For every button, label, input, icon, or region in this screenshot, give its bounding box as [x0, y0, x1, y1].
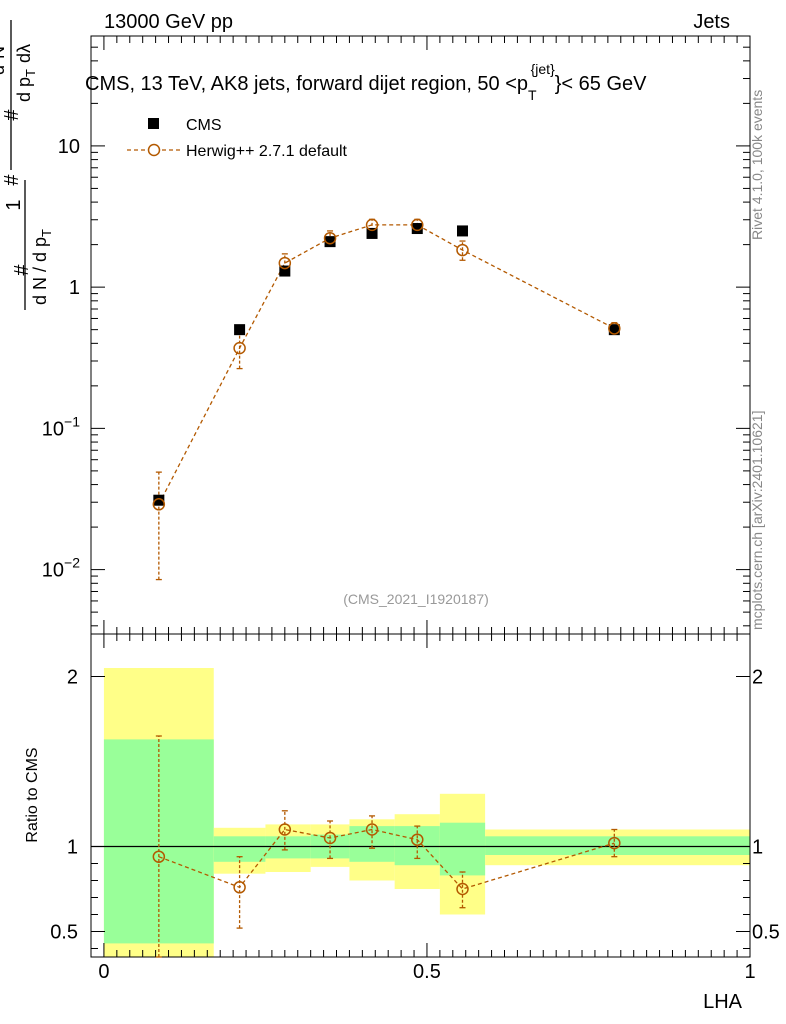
category-label: Jets	[693, 11, 730, 33]
ratio-point	[365, 823, 379, 836]
cms-point	[608, 324, 620, 336]
ratio-point	[456, 882, 469, 896]
cms-point	[153, 494, 165, 506]
ratio-y-axis-label: Ratio to CMS	[24, 747, 41, 842]
ratio-x-tick-labels: 0 0.5 1	[98, 961, 755, 983]
title-sub: T	[528, 87, 537, 103]
x-axis-label: LHA	[703, 991, 743, 1013]
title-suffix: }< 65 GeV	[555, 73, 647, 95]
ratio-y-tick-label: 2	[67, 667, 78, 689]
legend-herwig-label: Herwig++ 2.7.1 default	[186, 143, 348, 160]
ratio-band-green	[439, 822, 486, 876]
cms-point	[366, 227, 378, 239]
herwig-point	[411, 218, 424, 232]
cms-point	[456, 225, 468, 237]
x-tick-label: 1	[744, 961, 755, 983]
herwig-point	[456, 243, 469, 257]
herwig-point	[152, 498, 166, 511]
ratio-band-green	[265, 836, 311, 859]
ratio-line	[158, 828, 615, 890]
ratio-point	[323, 831, 337, 845]
main-panel: 10−2 10−1 1 10 CMS, 13 TeV, AK8 jets, forwa…	[0, 20, 751, 635]
legend-cms-label: CMS	[186, 117, 222, 134]
ratio-points	[152, 823, 621, 896]
ratio-point	[278, 823, 292, 836]
ylabel-dn-dpt: d N / d pT	[30, 229, 54, 305]
ratio-curve	[155, 735, 618, 958]
ratio-y-tick-label: 1	[67, 837, 78, 859]
cms-point	[279, 265, 291, 277]
main-y-tick-label: 10−1	[42, 413, 80, 440]
ratio-y-tick-labels: 0.5 0.5 1 1 2 2	[50, 667, 780, 944]
herwig-line	[158, 224, 615, 505]
herwig-point	[608, 322, 621, 335]
ratio-y-tick-label-right: 2	[752, 667, 763, 689]
title-prefix: CMS, 13 TeV, AK8 jets, forward dijet reg…	[85, 73, 528, 95]
ylabel-d2n: d²N	[0, 46, 8, 75]
energy-label: 13000 GeV pp	[104, 11, 233, 33]
herwig-point	[323, 231, 337, 245]
ylabel-one: 1	[3, 199, 25, 210]
ratio-y-tick-label-right: 1	[752, 837, 763, 859]
main-y-tick-label: 1	[69, 277, 80, 299]
ratio-y-tick-label-right: 0.5	[752, 922, 780, 944]
ratio-band-green	[485, 836, 750, 855]
ylabel-dpt-dlambda: d pTdλ	[14, 44, 38, 102]
plot-title: CMS, 13 TeV, AK8 jets, forward dijet reg…	[85, 61, 647, 103]
ratio-uncertainty-bands	[103, 668, 750, 957]
main-y-tick-label: 10	[58, 136, 80, 158]
herwig-point	[278, 256, 292, 270]
main-y-tick-labels: 10−2 10−1 1 10	[42, 136, 80, 582]
analysis-watermark: (CMS_2021_I1920187)	[343, 591, 489, 607]
ylabel-hash-1: #	[11, 264, 33, 276]
x-tick-label: 0	[98, 961, 109, 983]
herwig-point	[233, 341, 246, 355]
legend-herwig-marker	[147, 143, 161, 157]
ratio-point	[233, 881, 246, 894]
title-sup: {jet}	[531, 61, 555, 77]
main-y-tick-label: 10−2	[42, 555, 80, 582]
ratio-point	[608, 836, 621, 850]
ratio-point	[411, 833, 424, 846]
cms-point	[234, 324, 246, 336]
mcplots-label: mcplots.cern.ch [arXiv:2401.10621]	[749, 411, 765, 630]
herwig-curve	[155, 218, 618, 581]
ratio-panel: 0.5 0.51 12 2 0 0.5 1 Ratio to CMS LHA	[24, 633, 780, 1013]
ylabel-hash-2: #	[1, 174, 23, 186]
main-ticks	[91, 35, 751, 634]
legend-cms-marker	[148, 118, 159, 129]
herwig-point	[365, 218, 379, 232]
cms-point	[324, 236, 336, 248]
ratio-frame	[90, 633, 751, 958]
ratio-y-tick-label: 0.5	[50, 922, 78, 944]
cms-point	[411, 223, 423, 235]
legend: CMS Herwig++ 2.7.1 default	[127, 117, 348, 160]
ylabel-hash-3: #	[1, 109, 23, 121]
main-points	[152, 218, 621, 511]
main-y-axis-label: # 1 d N / d pT # # d²N d pTdλ	[0, 20, 54, 310]
ratio-point	[152, 850, 166, 863]
rivet-label: Rivet 4.1.0, 100k events	[749, 90, 765, 240]
x-tick-label: 0.5	[413, 961, 441, 983]
